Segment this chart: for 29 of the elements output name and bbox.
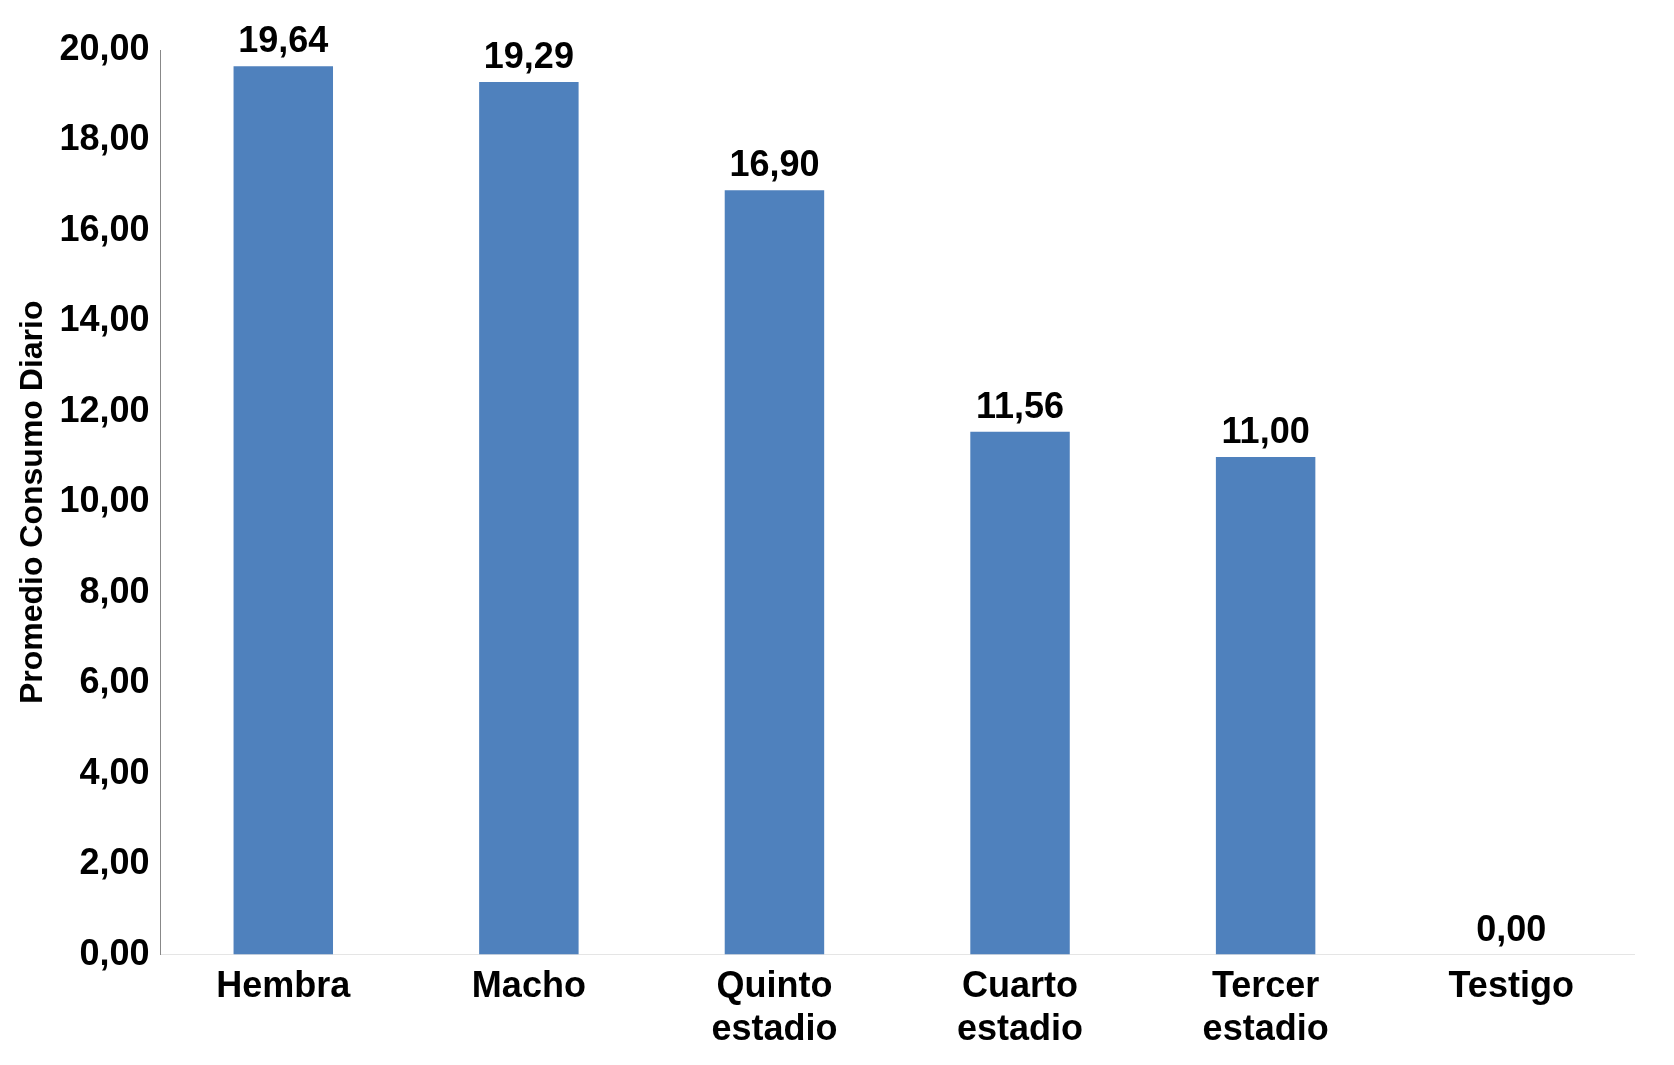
y-tick-label: 12,00 (59, 388, 150, 430)
y-tick-label: 16,00 (59, 207, 150, 249)
x-tick-label: Testigo (1448, 964, 1574, 1006)
x-tick-label: Cuarto estadio (957, 964, 1084, 1049)
bar (479, 82, 579, 955)
x-tick-label: Quinto estadio (711, 964, 838, 1049)
data-label: 0,00 (1476, 907, 1547, 949)
data-label: 16,90 (729, 143, 820, 185)
y-tick-label: 8,00 (79, 569, 150, 611)
x-tick-label: Macho (471, 964, 586, 1006)
bar (233, 66, 334, 955)
x-tick-label: Hembra (216, 964, 352, 1006)
y-tick-label: 20,00 (59, 26, 150, 68)
bar (970, 431, 1070, 955)
y-tick-label: 14,00 (59, 298, 150, 340)
y-tick-label: 6,00 (79, 660, 150, 702)
data-label: 11,00 (1221, 409, 1310, 451)
x-tick-label: Tercer estadio (1202, 964, 1329, 1049)
y-tick-label: 18,00 (59, 117, 150, 159)
bar (724, 190, 825, 955)
data-label: 19,64 (238, 19, 329, 61)
y-tick-label: 10,00 (59, 479, 150, 521)
data-label: 11,56 (975, 384, 1065, 426)
y-axis-title: Promedio Consumo Diario (13, 300, 50, 705)
y-tick-label: 0,00 (79, 931, 150, 973)
y-tick-label: 2,00 (79, 841, 150, 883)
bar (1215, 457, 1316, 955)
y-tick-label: 4,00 (79, 750, 150, 792)
data-label: 19,29 (483, 35, 574, 77)
